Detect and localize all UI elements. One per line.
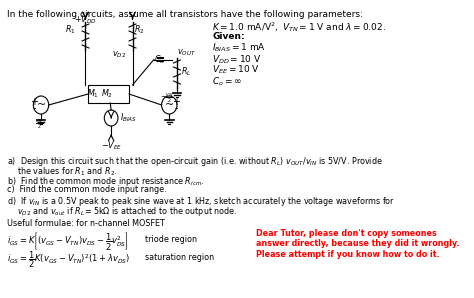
- Text: In the following circuits, assume all transistors have the following parameters:: In the following circuits, assume all tr…: [7, 10, 363, 19]
- Text: a)  Design this circuit such that the open-circuit gain (i.e. without $R_L$) $v_: a) Design this circuit such that the ope…: [7, 155, 383, 168]
- Text: $-V_{EE}$: $-V_{EE}$: [100, 140, 122, 153]
- Text: +: +: [30, 97, 38, 107]
- Text: -: -: [32, 103, 36, 113]
- Text: $R_L$: $R_L$: [181, 66, 191, 78]
- Text: triode region: triode region: [146, 235, 197, 244]
- Text: ~: ~: [164, 100, 174, 110]
- Text: +: +: [172, 97, 180, 107]
- Text: -: -: [174, 103, 178, 113]
- Text: $V_{DD} = 10\ \mathrm{V}$: $V_{DD} = 10\ \mathrm{V}$: [212, 53, 262, 66]
- Text: $C_o = \infty$: $C_o = \infty$: [212, 75, 242, 88]
- Text: $v_{D2}$: $v_{D2}$: [111, 50, 126, 60]
- Text: $C_o$: $C_o$: [154, 53, 164, 66]
- Text: $v_{D2}$ and $v_{out}$ if $R_L = 5\mathrm{k}\Omega$ is attached to the output no: $v_{D2}$ and $v_{out}$ if $R_L = 5\mathr…: [7, 205, 237, 218]
- Text: $i_{GS} = K\left[(v_{GS}-V_{TN})v_{DS}-\dfrac{1}{2}v_{DS}^2\right]$: $i_{GS} = K\left[(v_{GS}-V_{TN})v_{DS}-\…: [7, 231, 128, 253]
- Text: Useful formulae: for n-channel MOSFET: Useful formulae: for n-channel MOSFET: [7, 219, 164, 228]
- Text: the values for $R_1$ and $R_2$.: the values for $R_1$ and $R_2$.: [7, 165, 117, 178]
- Text: d)  If $v_{IN}$ is a 0.5V peak to peak sine wave at 1 kHz, sketch accurately the: d) If $v_{IN}$ is a 0.5V peak to peak si…: [7, 195, 395, 208]
- Text: c)  Find the common mode input range.: c) Find the common mode input range.: [7, 185, 166, 194]
- Text: $M_1$: $M_1$: [87, 88, 99, 100]
- Text: $I_{BIAS} = 1\ \mathrm{mA}$: $I_{BIAS} = 1\ \mathrm{mA}$: [212, 42, 266, 55]
- Text: $I_{BIAS}$: $I_{BIAS}$: [120, 112, 137, 124]
- Text: $R_2$: $R_2$: [134, 24, 145, 36]
- Text: b)  Find the common mode input resistance $R_{icm}$.: b) Find the common mode input resistance…: [7, 175, 204, 188]
- Text: Given:: Given:: [212, 32, 245, 41]
- FancyBboxPatch shape: [88, 85, 129, 103]
- Text: $i_{GS} = \dfrac{1}{2}K(v_{GS}-V_{TN})^2(1+\lambda v_{DS})$: $i_{GS} = \dfrac{1}{2}K(v_{GS}-V_{TN})^2…: [7, 249, 130, 270]
- Text: ~: ~: [36, 100, 46, 110]
- Text: Dear Tutor, please don't copy someones
answer directly, because they did it wron: Dear Tutor, please don't copy someones a…: [256, 229, 460, 259]
- Text: $v_{OUT}$: $v_{OUT}$: [177, 48, 196, 58]
- Text: saturation region: saturation region: [146, 253, 214, 262]
- Text: $-\frac{v_{IN}}{2}$: $-\frac{v_{IN}}{2}$: [160, 91, 173, 105]
- Text: $+V_{DD}$: $+V_{DD}$: [74, 14, 97, 27]
- Text: $\frac{v_{IN}}{2}$: $\frac{v_{IN}}{2}$: [35, 117, 44, 131]
- Text: $M_2$: $M_2$: [101, 88, 113, 100]
- Text: $V_{EE} = 10\ \mathrm{V}$: $V_{EE} = 10\ \mathrm{V}$: [212, 64, 260, 77]
- Text: $R_1$: $R_1$: [64, 24, 75, 36]
- Text: $K = 1.0\ \mathrm{mA/V}^2,\ V_{TN} = 1\ \mathrm{V}\ \mathrm{and}\ \lambda = 0.02: $K = 1.0\ \mathrm{mA/V}^2,\ V_{TN} = 1\ …: [212, 20, 386, 34]
